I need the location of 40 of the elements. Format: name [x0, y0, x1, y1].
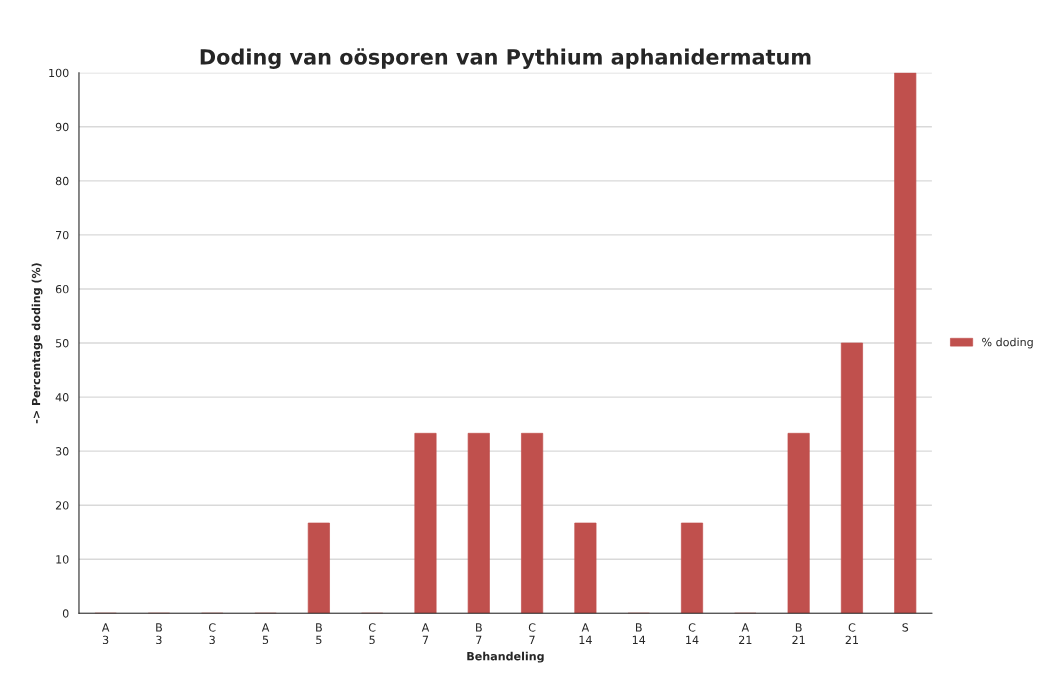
x-axis-title: Behandeling: [467, 651, 544, 663]
x-tick-label: B 7: [476, 623, 482, 644]
x-tick-label: C 7: [528, 623, 536, 644]
x-tick-label: C 5: [368, 623, 376, 645]
bar: [414, 432, 437, 614]
y-tick-label: 70: [56, 230, 69, 240]
x-tick-label: A 7: [421, 623, 430, 644]
x-tick-label: B 5: [316, 623, 322, 645]
bar: [787, 432, 810, 614]
y-tick-label: 20: [55, 501, 69, 510]
x-tick-label: C 14: [686, 623, 699, 644]
y-tick-label: 80: [55, 176, 69, 186]
y-axis-title: -> Percentage doding (%): [31, 263, 43, 424]
bar: [894, 72, 917, 614]
x-tick-label: C 3: [208, 623, 216, 645]
y-tick-label: 60: [55, 284, 69, 294]
x-tick-label: A 5: [261, 623, 270, 645]
x-tick-label: A 14: [579, 623, 592, 644]
legend-label: % doding: [982, 337, 1033, 349]
bar: [521, 432, 544, 614]
y-tick-label: 10: [56, 555, 69, 564]
bar: [307, 522, 330, 614]
x-tick-label: A 21: [739, 623, 752, 644]
bar: [467, 432, 490, 614]
x-tick-label: B 21: [792, 623, 805, 644]
bar: [840, 342, 863, 614]
x-tick-label: C 21: [845, 623, 858, 644]
bar: [681, 522, 704, 614]
y-tick-label: 50: [55, 339, 69, 348]
x-tick-label: A 3: [101, 623, 110, 645]
y-tick-label: 30: [55, 447, 69, 456]
x-tick-label: S: [902, 623, 909, 632]
y-tick-label: 40: [55, 393, 69, 402]
y-tick-label: 100: [49, 68, 69, 78]
x-tick-label: B 14: [632, 623, 646, 644]
y-tick-label: 0: [62, 609, 69, 618]
bar: [574, 522, 597, 614]
chart-title: Doding van oösporen van Pythium aphanidermatum: [200, 48, 811, 69]
y-tick-label: 90: [55, 122, 69, 132]
x-tick-label: B 3: [156, 623, 162, 645]
